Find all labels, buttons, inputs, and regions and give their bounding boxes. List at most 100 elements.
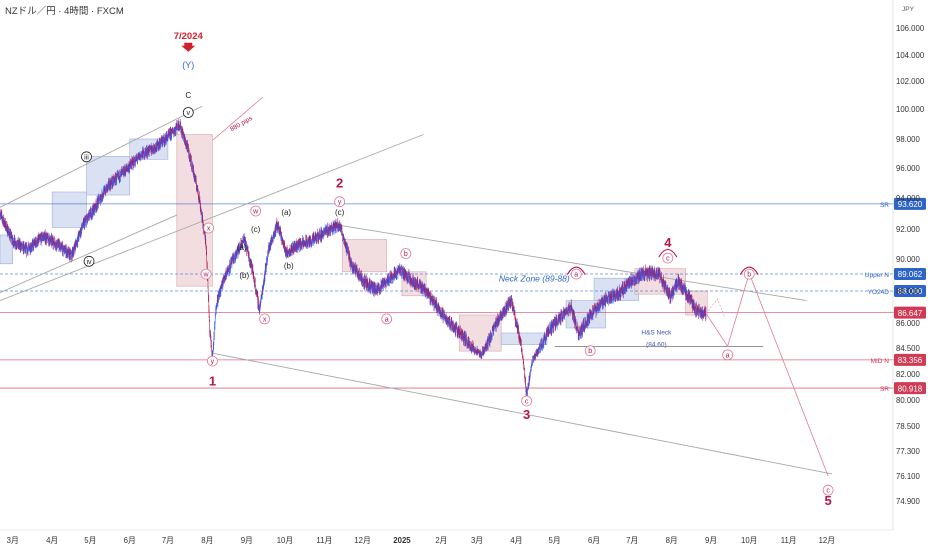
price-tick-label: 102.000 bbox=[896, 77, 925, 86]
wave-circle-label: x bbox=[263, 316, 267, 323]
wave-circle-label: a bbox=[726, 352, 730, 359]
level-name: Upper N bbox=[865, 272, 890, 279]
arc-mark bbox=[658, 248, 678, 258]
price-tag-box bbox=[894, 306, 926, 319]
trendline bbox=[333, 223, 807, 302]
currency-label: JPY bbox=[902, 6, 915, 13]
level-name: MID N bbox=[871, 358, 890, 365]
wave-circle-label: c bbox=[666, 256, 670, 263]
time-tick-label: 10月 bbox=[741, 536, 757, 545]
blue-zone-box bbox=[51, 191, 87, 228]
price-tick-label: 78.500 bbox=[896, 422, 921, 431]
wave-circle bbox=[83, 255, 95, 267]
horizontal-levels: SR 93.620 Upper N 89.062 YO24D 88.000 86.647 MI… bbox=[0, 197, 926, 395]
price-tick-label: 88.000 bbox=[896, 287, 921, 296]
trendlines bbox=[0, 105, 833, 475]
pink-zone-box bbox=[176, 134, 213, 287]
wave-label-4: 4 bbox=[664, 235, 672, 250]
time-tick-label: 7月 bbox=[162, 536, 174, 545]
trendline bbox=[212, 352, 833, 475]
price-tag-value: 80.918 bbox=[898, 384, 923, 393]
ghost-path bbox=[705, 298, 726, 319]
wave-circle-label: a bbox=[385, 316, 389, 323]
time-tick-label: 6月 bbox=[124, 536, 136, 545]
price-tick-label: 86.000 bbox=[896, 319, 921, 328]
trendline bbox=[0, 134, 424, 302]
wave-label-sub: (a) bbox=[281, 208, 291, 217]
time-tick-label: 8月 bbox=[666, 536, 678, 545]
price-tag-box bbox=[894, 197, 926, 210]
projection-path bbox=[566, 248, 829, 477]
time-tick-label: 6月 bbox=[588, 536, 600, 545]
wave-circle-label: x bbox=[207, 226, 211, 233]
time-tick-label: 11月 bbox=[316, 536, 332, 545]
wave-circle bbox=[203, 222, 215, 234]
wave-circle-label: y bbox=[211, 359, 215, 366]
price-tick-label: 77.300 bbox=[896, 447, 921, 456]
wave-circle bbox=[381, 313, 393, 325]
price-tick-label: 96.000 bbox=[896, 164, 921, 173]
wave-label-1: 1 bbox=[209, 374, 216, 389]
time-tick-label: 5月 bbox=[84, 536, 96, 545]
time-tick-label: 10月 bbox=[277, 536, 293, 545]
wave-label-2: 2 bbox=[336, 176, 343, 191]
price-tick-label: 82.000 bbox=[896, 370, 921, 379]
time-tick-label: 9月 bbox=[705, 536, 717, 545]
wave-circle-label: w bbox=[203, 272, 210, 279]
level-name: SR bbox=[880, 386, 889, 393]
level-name: SR bbox=[880, 202, 889, 209]
wave-label-sub: (c) bbox=[251, 225, 261, 234]
time-tick-label: 12月 bbox=[819, 536, 835, 545]
wave-circle bbox=[200, 268, 212, 280]
wave-label-sub: C bbox=[185, 91, 191, 100]
wave-circle-label: w bbox=[252, 209, 259, 216]
price-tag-value: 89.062 bbox=[898, 270, 923, 279]
wave-circle bbox=[722, 349, 734, 361]
wave-circle-label: b bbox=[747, 272, 751, 279]
wave-circle bbox=[259, 313, 270, 325]
time-tick-label: 3月 bbox=[7, 536, 19, 545]
price-tag-value: 83.356 bbox=[898, 356, 923, 365]
price-tick-label: 106.000 bbox=[896, 24, 925, 33]
wave-circle bbox=[584, 345, 596, 357]
wave-circle bbox=[743, 268, 755, 280]
blue-zone-box bbox=[0, 234, 14, 265]
time-tick-label: 2025 bbox=[393, 536, 411, 545]
wave-circle bbox=[521, 395, 533, 407]
wave-circle bbox=[250, 205, 262, 217]
arc-mark bbox=[566, 266, 586, 275]
time-tick-label: 11月 bbox=[781, 536, 797, 545]
price-tick-label: 90.000 bbox=[896, 255, 921, 264]
price-tag-box bbox=[894, 268, 926, 281]
wave-label-sub: (b) bbox=[284, 262, 294, 271]
wave-circle-label: c bbox=[826, 488, 830, 495]
down-arrow-icon bbox=[181, 42, 196, 52]
price-tick-label: 94.000 bbox=[896, 194, 921, 203]
time-tick-label: 7月 bbox=[626, 536, 638, 545]
wave-label-5: 5 bbox=[824, 493, 831, 508]
price-tag-box bbox=[894, 353, 926, 366]
wave-circle bbox=[662, 252, 674, 264]
price-tick-label: 76.100 bbox=[896, 472, 921, 481]
wave-circle bbox=[400, 248, 412, 259]
price-tag-box bbox=[894, 285, 926, 297]
price-tick-label: 98.000 bbox=[896, 135, 921, 144]
wave-label-sub: (a) bbox=[237, 243, 247, 252]
pips-line bbox=[212, 96, 264, 141]
wave-circle-label: iii bbox=[84, 154, 89, 161]
wave-circle-label: a bbox=[574, 272, 578, 279]
price-tick-label: 104.000 bbox=[896, 51, 925, 60]
wave-label-Y: (Y) bbox=[182, 60, 194, 70]
blue-zone-box bbox=[500, 332, 548, 345]
price-tick-label: 80.000 bbox=[896, 396, 921, 405]
time-axis: 3月 4月 5月 6月 7月 8月 9月 10月 11月 12月 2025 2月 3月 4月 5月 6月 7月 8… bbox=[0, 529, 893, 545]
trendline bbox=[0, 214, 177, 294]
chart-title: NZドル／円 · 4時間 · FXCM bbox=[5, 6, 124, 17]
time-tick-label: 9月 bbox=[241, 536, 253, 545]
price-axis: 106.000 104.000 102.000 100.000 98.000 96.000… bbox=[892, 0, 925, 530]
price-tick-label: 92.000 bbox=[896, 225, 921, 234]
time-tick-label: 4月 bbox=[510, 536, 522, 545]
